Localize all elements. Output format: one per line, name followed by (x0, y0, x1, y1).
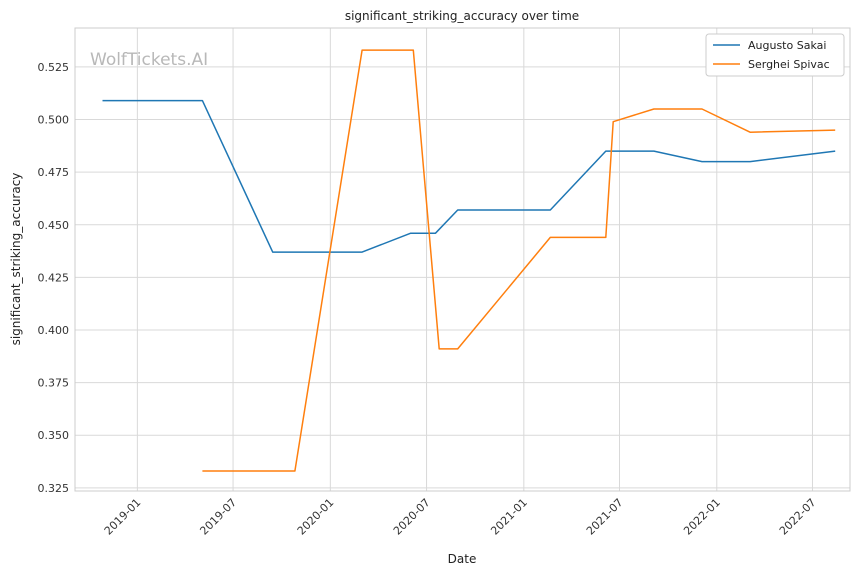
y-tick-label: 0.400 (38, 324, 70, 337)
y-tick-label: 0.375 (38, 377, 70, 390)
legend: Augusto Sakai Serghei Spivac (705, 33, 845, 77)
x-axis-title: Date (448, 552, 477, 566)
y-tick-label: 0.475 (38, 166, 70, 179)
legend-label-augusto-sakai: Augusto Sakai (748, 39, 826, 52)
series-lines (102, 49, 836, 472)
gridlines (75, 28, 850, 491)
legend-box (705, 33, 845, 77)
y-tick-label: 0.525 (38, 61, 70, 74)
y-axis-title: significant_striking_accuracy (9, 173, 23, 346)
y-tick-label: 0.350 (38, 429, 70, 442)
watermark: WolfTickets.AI (90, 50, 208, 70)
y-tick-label: 0.325 (38, 482, 70, 495)
series-line-serghei-spivac (202, 49, 836, 472)
y-tick-label: 0.425 (38, 271, 70, 284)
y-tick-label: 0.500 (38, 114, 70, 127)
series-line-augusto-sakai (102, 99, 836, 253)
legend-label-serghei-spivac: Serghei Spivac (748, 58, 830, 71)
y-tick-label: 0.450 (38, 219, 70, 232)
plot-area-frame (74, 27, 851, 492)
chart-title: significant_striking_accuracy over time (345, 9, 579, 23)
